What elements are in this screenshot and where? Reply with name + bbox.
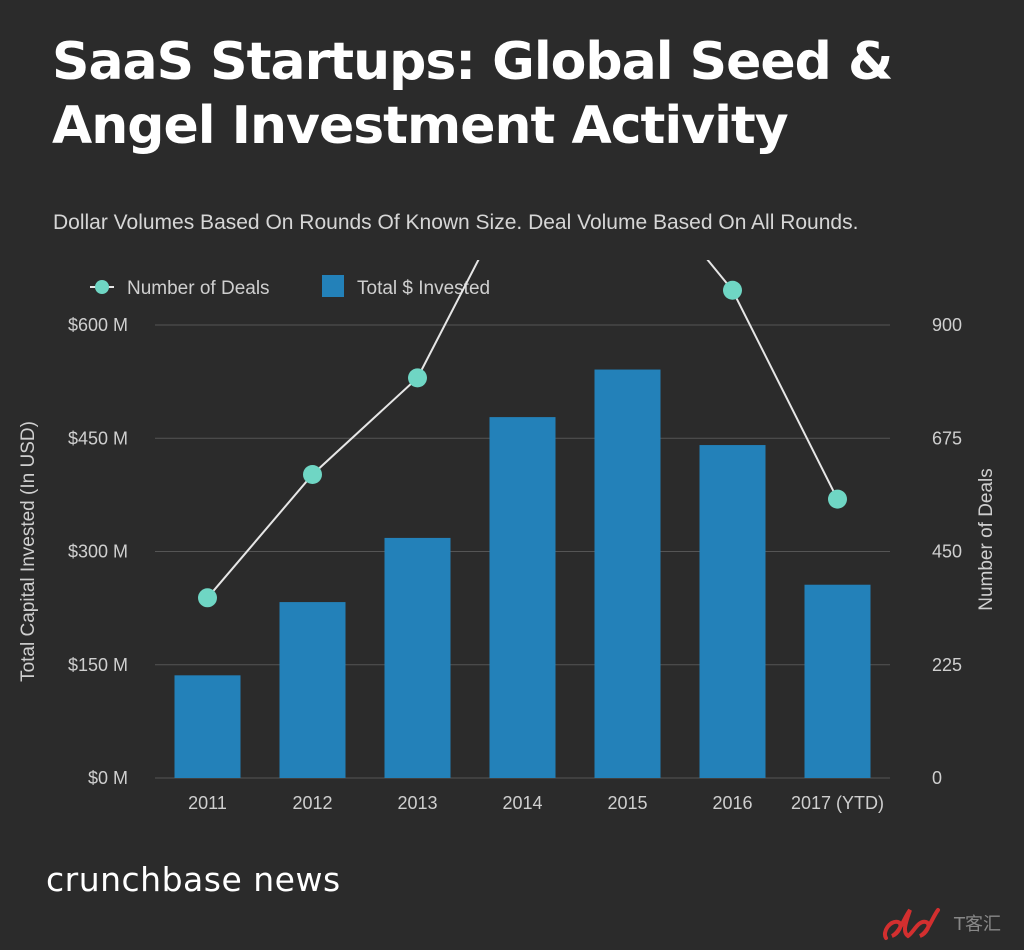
x-tick-label: 2011 [188, 793, 227, 813]
chart-subtitle: Dollar Volumes Based On Rounds Of Known … [53, 211, 859, 234]
x-axis: 2011 2012 2013 2014 2015 2016 2017 (YTD) [188, 793, 884, 813]
watermark-text: T客汇 [953, 914, 1001, 935]
bar [489, 417, 556, 778]
y-left-axis-label: Total Capital Invested (In USD) [18, 421, 39, 682]
axis-labels: Total Capital Invested (In USD) Number of… [18, 421, 997, 682]
y-left-tick-label: $0 M [88, 768, 128, 788]
chart-title: SaaS Startups: Global Seed & Angel Inves… [52, 32, 893, 156]
y-left-tick-label: $150 M [68, 655, 128, 675]
deals-marker [198, 588, 217, 608]
chart: Number of Deals Total $ Invested $0 M $150… [18, 260, 997, 813]
y-left-tick-label: $450 M [68, 428, 128, 448]
deals-marker [828, 489, 847, 509]
y-left-tick-label: $600 M [68, 315, 128, 335]
x-tick-label: 2017 (YTD) [791, 793, 884, 813]
bar [174, 675, 241, 778]
x-tick-label: 2016 [712, 793, 752, 813]
y-left-tick-label: $300 M [68, 542, 128, 562]
legend-label: Number of Deals [127, 278, 270, 299]
legend-label: Total $ Invested [357, 278, 490, 299]
y-right-tick-label: 900 [932, 315, 962, 335]
deals-marker [303, 464, 322, 484]
y-right-tick-label: 675 [932, 428, 962, 448]
watermark-mark [883, 908, 940, 940]
y-axis-left: $0 M $150 M $300 M $450 M $600 M [68, 315, 128, 788]
legend: Number of Deals Total $ Invested [90, 275, 490, 299]
y-axis-right: 0 225 450 675 900 [932, 315, 962, 788]
watermark-logo: T客汇 [883, 908, 1001, 940]
y-right-tick-label: 0 [932, 768, 942, 788]
bar [594, 369, 661, 778]
y-right-axis-label: Number of Deals [976, 468, 997, 611]
y-right-tick-label: 450 [932, 542, 962, 562]
y-right-tick-label: 225 [932, 655, 962, 675]
bar [279, 602, 346, 778]
x-tick-label: 2014 [502, 793, 542, 813]
bar [699, 445, 766, 778]
x-tick-label: 2013 [397, 793, 437, 813]
x-tick-label: 2015 [607, 793, 647, 813]
bar-series [174, 369, 871, 778]
bar [804, 584, 871, 778]
legend-bar-swatch [322, 275, 344, 297]
x-tick-label: 2012 [292, 793, 332, 813]
bar [384, 537, 451, 778]
deals-marker [408, 368, 427, 388]
deals-marker [723, 280, 742, 300]
line-series [198, 260, 847, 608]
legend-marker-swatch [95, 280, 109, 294]
brand-logo: crunchbase news [46, 860, 341, 899]
